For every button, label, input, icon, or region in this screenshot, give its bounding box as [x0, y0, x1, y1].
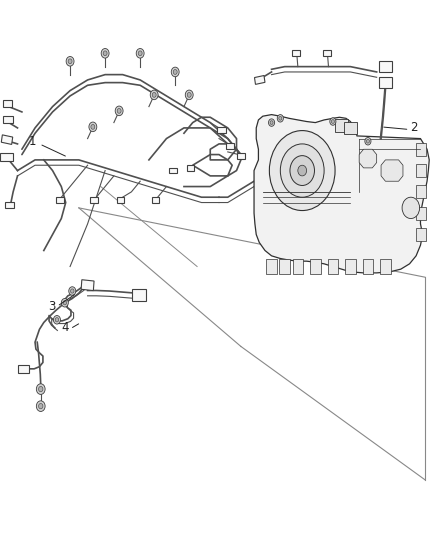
- Bar: [169, 167, 177, 173]
- Bar: [279, 259, 290, 274]
- Bar: [81, 280, 94, 290]
- Circle shape: [187, 92, 191, 98]
- Bar: [0, 153, 13, 161]
- Circle shape: [280, 144, 324, 197]
- Circle shape: [36, 401, 45, 411]
- Bar: [1, 135, 13, 144]
- Circle shape: [39, 386, 43, 392]
- Bar: [416, 207, 426, 220]
- Circle shape: [53, 316, 60, 324]
- Circle shape: [331, 120, 335, 124]
- Circle shape: [402, 197, 420, 219]
- Bar: [293, 259, 303, 274]
- Bar: [344, 122, 357, 134]
- Bar: [379, 77, 392, 88]
- Bar: [226, 143, 234, 149]
- Bar: [323, 50, 331, 56]
- Bar: [292, 50, 300, 56]
- Circle shape: [270, 120, 273, 124]
- Bar: [416, 185, 426, 198]
- Bar: [217, 127, 226, 133]
- Bar: [254, 76, 265, 84]
- Polygon shape: [381, 160, 403, 181]
- Bar: [363, 259, 373, 274]
- Circle shape: [89, 122, 97, 132]
- Polygon shape: [254, 115, 429, 273]
- Circle shape: [103, 51, 107, 56]
- Circle shape: [279, 116, 282, 120]
- Circle shape: [330, 118, 336, 125]
- Bar: [18, 365, 29, 373]
- Circle shape: [71, 289, 74, 293]
- Bar: [3, 100, 12, 107]
- Circle shape: [68, 59, 72, 64]
- Bar: [3, 116, 13, 123]
- Text: 1: 1: [29, 135, 37, 148]
- Text: 4: 4: [61, 321, 69, 334]
- Circle shape: [173, 69, 177, 74]
- Bar: [117, 197, 124, 203]
- Circle shape: [36, 384, 45, 394]
- Bar: [416, 143, 426, 156]
- Bar: [335, 119, 348, 132]
- Bar: [90, 197, 98, 203]
- Bar: [416, 228, 426, 241]
- Bar: [380, 259, 391, 274]
- Bar: [416, 164, 426, 177]
- Circle shape: [117, 108, 121, 114]
- Circle shape: [366, 140, 369, 143]
- Circle shape: [63, 301, 67, 305]
- Circle shape: [290, 156, 314, 185]
- Circle shape: [185, 90, 193, 100]
- Circle shape: [66, 56, 74, 66]
- Bar: [5, 202, 14, 208]
- Text: 2: 2: [410, 122, 418, 134]
- Bar: [187, 165, 194, 171]
- Bar: [345, 259, 356, 274]
- Circle shape: [115, 106, 123, 116]
- Circle shape: [136, 49, 144, 58]
- Bar: [152, 197, 159, 203]
- Bar: [310, 259, 321, 274]
- Bar: [237, 152, 245, 159]
- Circle shape: [138, 51, 142, 56]
- Bar: [132, 289, 146, 301]
- Bar: [379, 61, 392, 72]
- Circle shape: [91, 124, 95, 130]
- Circle shape: [171, 67, 179, 77]
- Circle shape: [101, 49, 109, 58]
- Circle shape: [277, 115, 283, 122]
- Polygon shape: [359, 149, 377, 168]
- Circle shape: [39, 403, 43, 409]
- Circle shape: [298, 165, 307, 176]
- Bar: [56, 197, 64, 203]
- Circle shape: [269, 131, 335, 211]
- Circle shape: [365, 138, 371, 145]
- Circle shape: [150, 90, 158, 100]
- Circle shape: [152, 92, 156, 98]
- Bar: [266, 259, 277, 274]
- Circle shape: [61, 298, 68, 307]
- Bar: [328, 259, 338, 274]
- Circle shape: [55, 318, 59, 322]
- Circle shape: [268, 119, 275, 126]
- Circle shape: [69, 287, 76, 295]
- Text: 3: 3: [48, 300, 55, 313]
